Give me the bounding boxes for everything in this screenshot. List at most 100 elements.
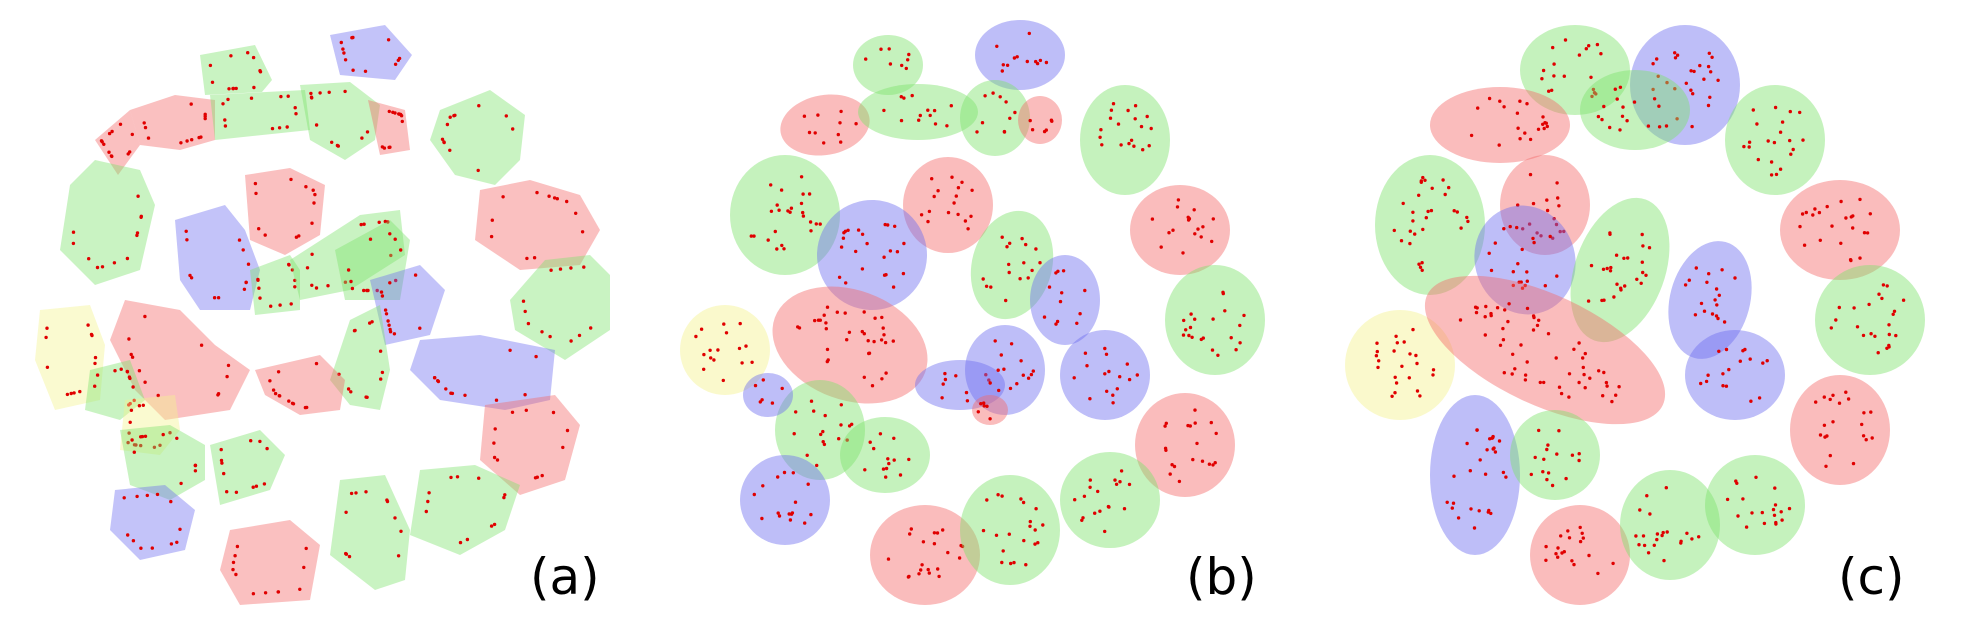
data-point — [397, 56, 402, 61]
data-point — [1858, 197, 1862, 202]
data-point — [1641, 534, 1646, 538]
data-point — [1689, 88, 1693, 92]
data-point — [1609, 265, 1613, 270]
data-point — [1546, 471, 1551, 475]
data-point — [93, 384, 97, 388]
data-point — [424, 509, 428, 514]
data-point — [982, 404, 986, 408]
data-point — [1707, 51, 1712, 55]
data-point — [1756, 157, 1761, 162]
data-point — [1497, 439, 1502, 443]
data-point — [807, 192, 812, 196]
cluster-b-25 — [960, 475, 1060, 585]
data-point — [189, 276, 194, 280]
data-point — [1614, 253, 1619, 257]
panel-a — [35, 25, 610, 605]
data-point — [926, 108, 930, 112]
data-point — [445, 122, 450, 127]
data-point — [304, 185, 308, 189]
data-point — [346, 268, 351, 272]
data-point — [1167, 231, 1171, 235]
data-point — [309, 95, 314, 99]
data-point — [886, 223, 890, 227]
data-point — [1691, 92, 1695, 96]
data-point — [1690, 537, 1694, 541]
data-point — [1489, 268, 1494, 273]
data-point — [87, 257, 91, 261]
data-point — [981, 277, 985, 281]
cluster-b-11 — [970, 210, 1054, 320]
data-point — [303, 405, 308, 410]
data-point — [1424, 216, 1429, 220]
data-point — [156, 393, 160, 398]
data-point — [341, 47, 345, 51]
data-point — [263, 233, 267, 237]
data-point — [526, 321, 531, 326]
cluster-c-1 — [1520, 25, 1630, 115]
data-point — [577, 333, 582, 338]
data-point — [1675, 53, 1680, 57]
data-point — [1581, 365, 1586, 370]
data-point — [1058, 299, 1063, 304]
data-point — [1193, 421, 1197, 425]
data-point — [1651, 62, 1655, 66]
data-point — [1096, 489, 1100, 494]
data-point — [394, 278, 398, 283]
data-point — [270, 126, 275, 131]
data-point — [775, 247, 779, 251]
data-point — [362, 222, 366, 226]
data-point — [1702, 309, 1707, 313]
data-point — [1623, 284, 1627, 288]
data-point — [1012, 56, 1017, 60]
data-point — [1007, 270, 1011, 275]
data-point — [1862, 411, 1866, 415]
data-point — [1684, 81, 1689, 86]
data-point — [965, 399, 970, 403]
data-point — [1135, 373, 1140, 377]
data-point — [836, 132, 840, 137]
data-point — [251, 55, 256, 60]
cluster-b-15 — [680, 305, 770, 395]
data-point — [941, 528, 945, 532]
data-point — [1860, 422, 1864, 427]
data-point — [1578, 539, 1583, 544]
data-point — [1125, 362, 1130, 366]
cluster-a-13 — [250, 255, 300, 315]
data-point — [1788, 109, 1793, 114]
data-point — [208, 63, 213, 68]
data-point — [1028, 519, 1033, 524]
data-point — [225, 490, 229, 494]
data-point — [1104, 352, 1109, 356]
data-point — [389, 253, 393, 258]
data-point — [1465, 215, 1469, 220]
data-point — [1513, 367, 1517, 371]
data-point — [1009, 561, 1013, 566]
data-point — [1189, 312, 1193, 316]
data-point — [1111, 393, 1115, 397]
data-point — [1532, 240, 1536, 245]
data-point — [185, 139, 189, 143]
data-point — [293, 106, 297, 110]
data-point — [1147, 144, 1151, 148]
data-point — [1182, 318, 1186, 323]
data-point — [920, 563, 924, 567]
data-point — [343, 58, 348, 62]
data-point — [368, 237, 373, 241]
data-point — [1111, 102, 1116, 106]
data-point — [161, 432, 165, 437]
data-point — [349, 390, 353, 394]
data-point — [131, 539, 136, 543]
data-point — [1705, 280, 1709, 284]
data-point — [1750, 511, 1754, 515]
data-point — [216, 392, 221, 396]
data-point — [749, 234, 753, 238]
data-point — [86, 323, 90, 327]
data-point — [139, 435, 143, 439]
data-point — [102, 142, 106, 146]
data-point — [347, 554, 352, 559]
data-point — [169, 542, 174, 546]
data-point — [1452, 209, 1456, 213]
data-point — [387, 109, 391, 114]
data-point — [1869, 410, 1873, 414]
data-point — [1724, 347, 1729, 352]
